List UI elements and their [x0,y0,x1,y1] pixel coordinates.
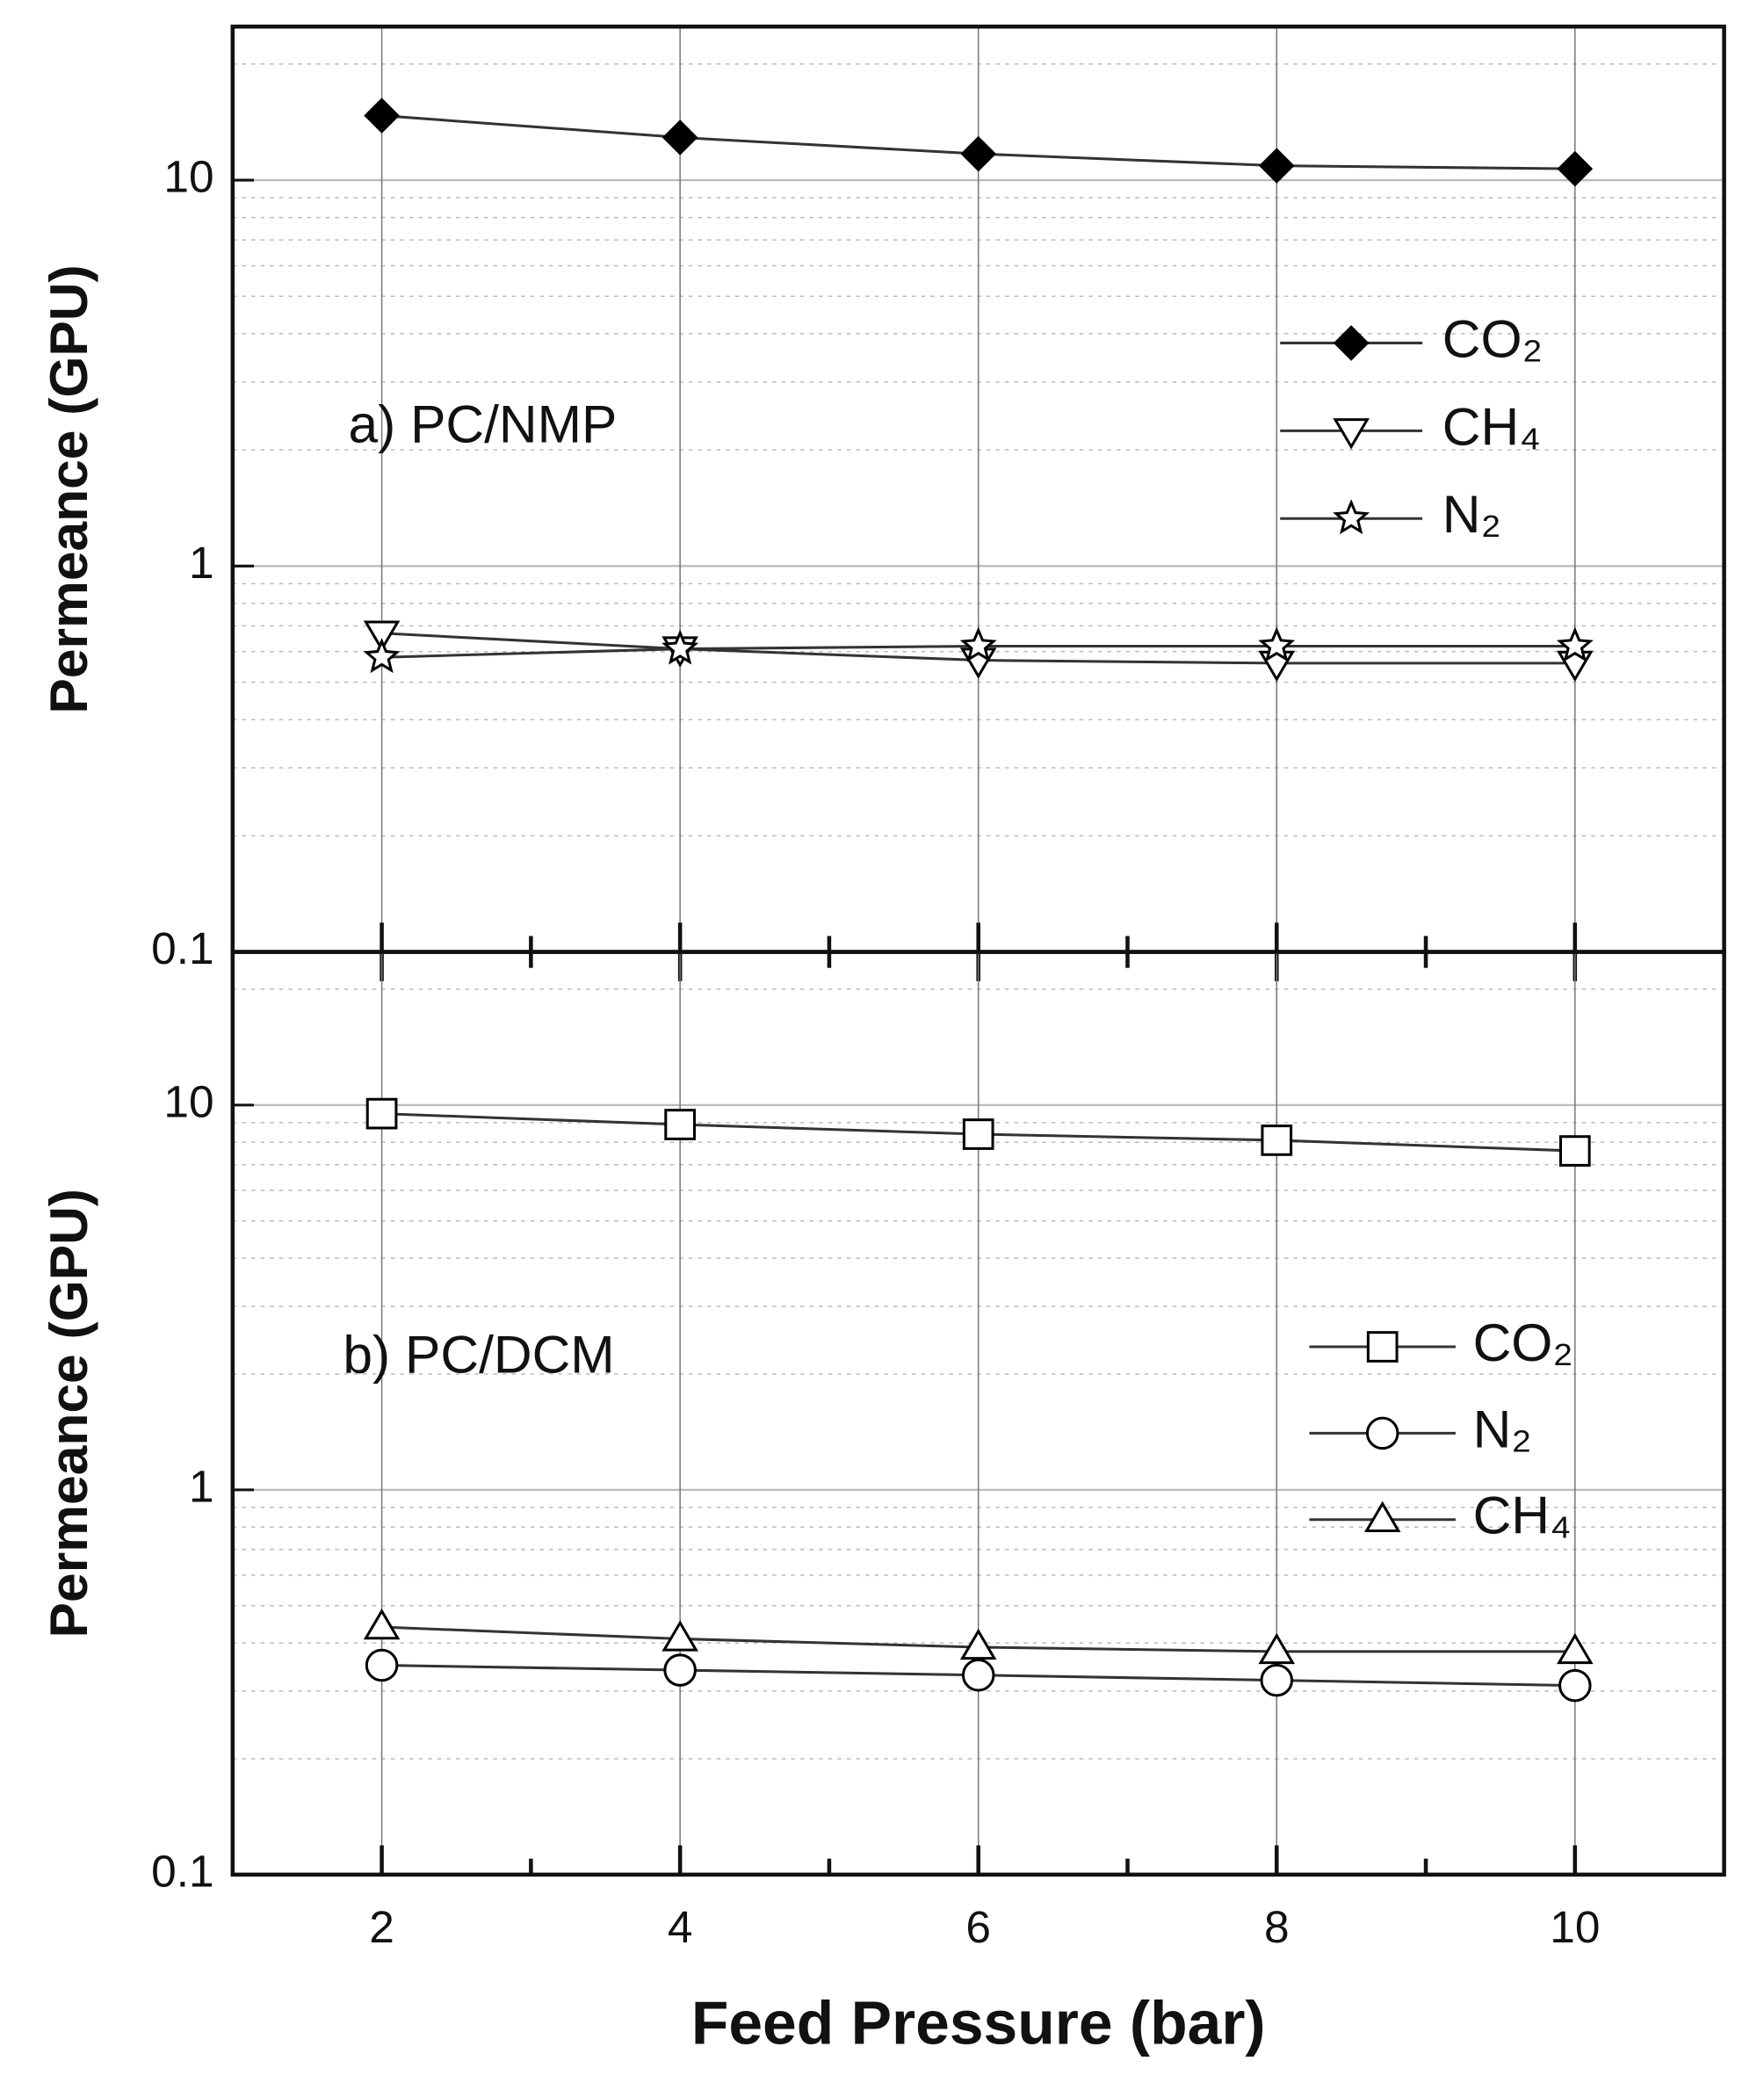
y-axis-label: Permeance (GPU) [39,1189,98,1638]
marker [1366,1331,1399,1363]
legend-label: N₂ [1442,484,1501,544]
marker [1260,1663,1294,1697]
y-tick-label: 1 [189,1460,214,1511]
legend-label: CH₄ [1473,1486,1572,1545]
marker [962,1118,994,1150]
marker [960,135,997,172]
marker [363,638,401,674]
marker [1557,1632,1594,1665]
marker [664,1109,697,1140]
marker [959,1628,997,1660]
y-tick-label: 0.1 [151,1845,214,1896]
x-tick-label: 2 [369,1901,394,1952]
marker [1258,650,1296,683]
marker [1557,150,1594,187]
legend-label: CH₄ [1442,396,1541,456]
y-tick-label: 10 [163,1075,213,1126]
x-tick-label: 4 [668,1901,693,1952]
y-tick-label: 1 [189,537,214,588]
marker [363,620,401,652]
y-axis-label: Permeance (GPU) [39,264,98,713]
marker [1558,1668,1592,1703]
marker [364,98,400,134]
marker [662,1620,698,1652]
marker [365,1097,398,1130]
x-tick-label: 8 [1264,1901,1290,1952]
marker [1556,626,1594,662]
marker [663,1653,697,1687]
marker [1557,650,1594,683]
x-tick-label: 10 [1550,1901,1600,1952]
annotation: a) PC/NMP [348,394,617,453]
x-tick-label: 6 [965,1901,991,1952]
marker [1333,325,1370,361]
marker [662,119,698,155]
marker [1258,148,1295,184]
marker [1258,626,1296,662]
marker [959,626,997,662]
y-tick-label: 10 [163,151,213,202]
plot-frame [230,950,1726,1877]
legend-label: CO₂ [1442,308,1543,368]
marker [1333,418,1370,450]
marker [1365,1416,1399,1450]
marker [363,1608,401,1640]
marker [1258,1632,1296,1665]
y-tick-label: 0.1 [151,922,214,973]
legend-label: CO₂ [1473,1313,1573,1372]
x-axis-label: Feed Pressure (bar) [691,1988,1266,2057]
legend-label: N₂ [1473,1399,1532,1458]
marker [1558,1135,1591,1167]
marker [1363,1501,1401,1532]
marker [365,1648,399,1682]
marker [1333,499,1370,535]
marker [961,1658,995,1692]
marker [662,629,699,665]
annotation: b) PC/DCM [343,1325,614,1385]
marker [1261,1125,1293,1156]
